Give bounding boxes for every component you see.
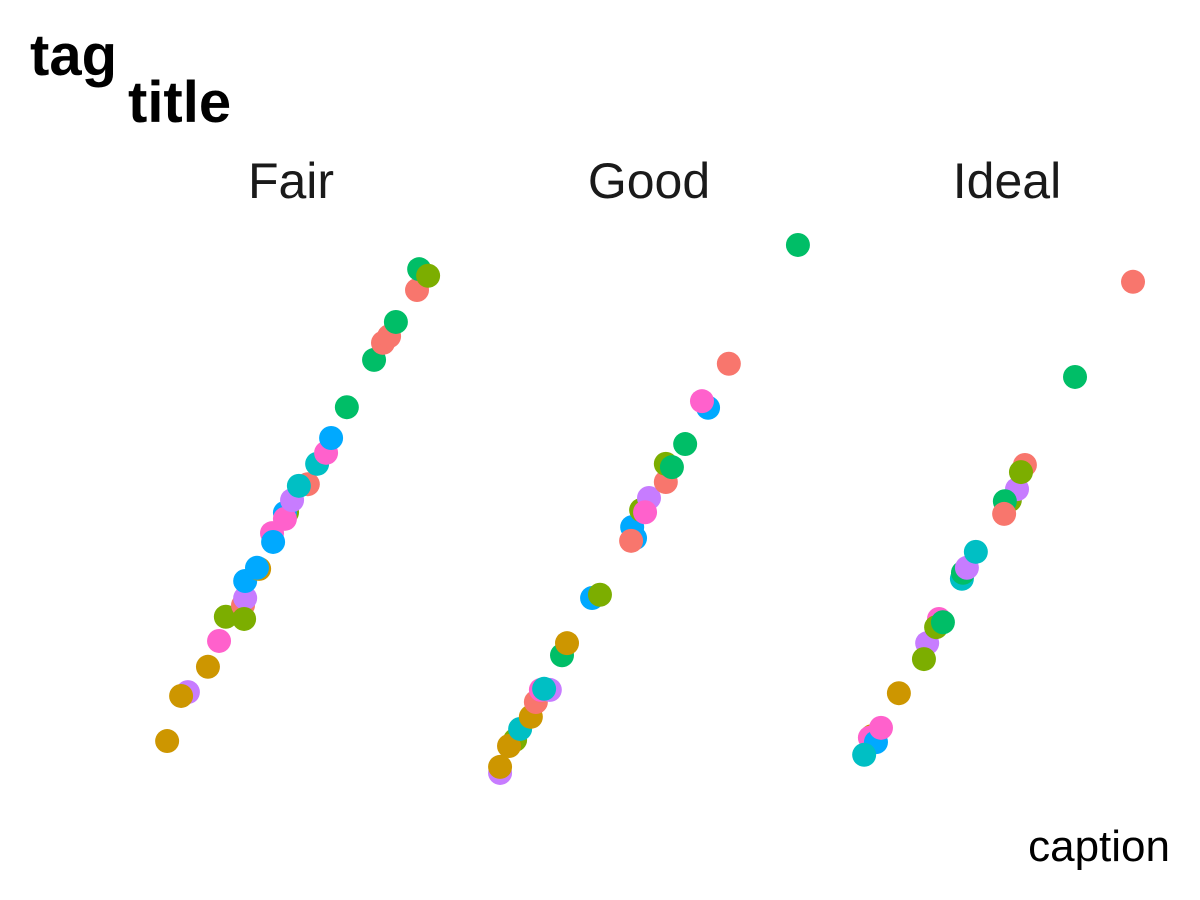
data-point <box>207 628 232 653</box>
data-point <box>963 539 988 564</box>
facet-label-good: Good <box>587 153 711 209</box>
data-point <box>383 309 408 334</box>
data-point <box>1063 364 1088 389</box>
facet-panel-fair <box>155 257 441 754</box>
data-point <box>532 676 557 701</box>
data-point <box>261 529 286 554</box>
data-point <box>911 647 936 672</box>
facet-label-ideal: Ideal <box>952 153 1062 209</box>
data-point <box>785 232 810 257</box>
data-point <box>673 432 698 457</box>
data-point <box>1008 460 1033 485</box>
data-point <box>488 754 513 779</box>
data-point <box>416 263 441 288</box>
facet-panel-ideal <box>852 269 1146 767</box>
data-point <box>334 395 359 420</box>
data-point <box>868 715 893 740</box>
data-point <box>689 389 714 414</box>
data-point <box>886 681 911 706</box>
data-point <box>195 654 220 679</box>
facet-label-fair: Fair <box>247 153 335 209</box>
data-point <box>213 604 238 629</box>
data-point <box>1121 269 1146 294</box>
data-point <box>587 582 612 607</box>
data-point <box>169 683 194 708</box>
data-point <box>992 501 1017 526</box>
data-point <box>930 610 955 635</box>
plot-tag: tag <box>30 23 117 88</box>
data-point <box>319 426 344 450</box>
data-point <box>716 351 741 376</box>
data-point <box>272 506 297 531</box>
plot-title: title <box>128 70 232 135</box>
data-point <box>555 631 580 656</box>
data-point <box>852 742 877 767</box>
facet-panel-good <box>488 232 810 785</box>
data-point <box>233 586 258 611</box>
data-point <box>497 734 522 758</box>
data-point <box>155 729 180 754</box>
data-point <box>659 455 684 480</box>
data-point <box>232 606 257 631</box>
data-point <box>244 555 269 580</box>
data-point <box>619 528 644 553</box>
data-point <box>633 500 658 525</box>
plot-caption: caption <box>1028 822 1170 871</box>
data-point <box>286 473 311 498</box>
